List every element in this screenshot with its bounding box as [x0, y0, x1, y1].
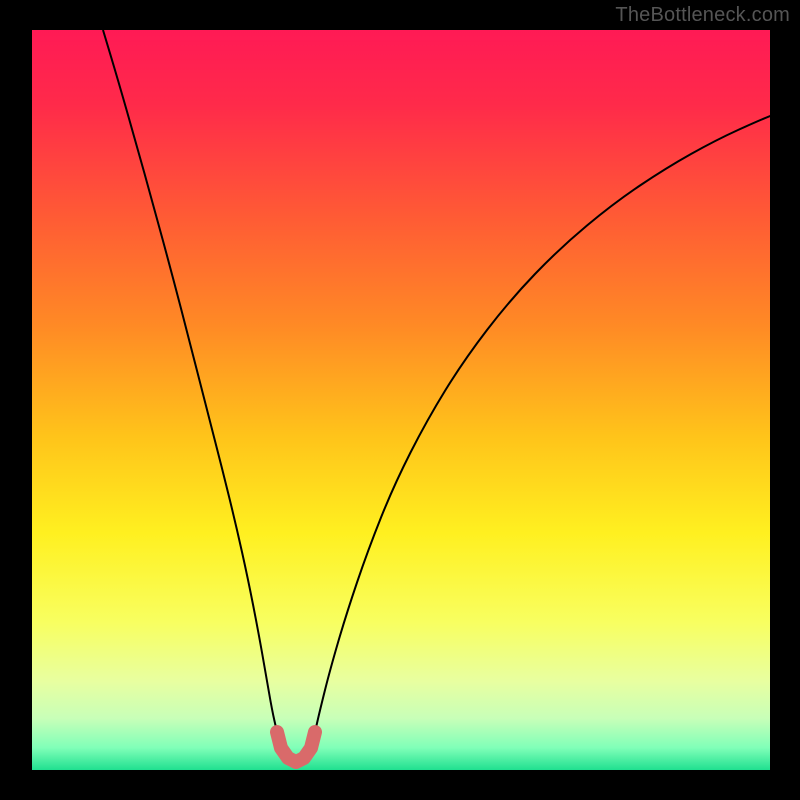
watermark-text: TheBottleneck.com	[615, 4, 790, 27]
plot-area	[32, 30, 770, 770]
salmon-marker-band	[277, 732, 315, 762]
curve-left-branch	[103, 30, 277, 732]
chart-svg	[32, 30, 770, 770]
curve-right-branch	[315, 104, 770, 732]
